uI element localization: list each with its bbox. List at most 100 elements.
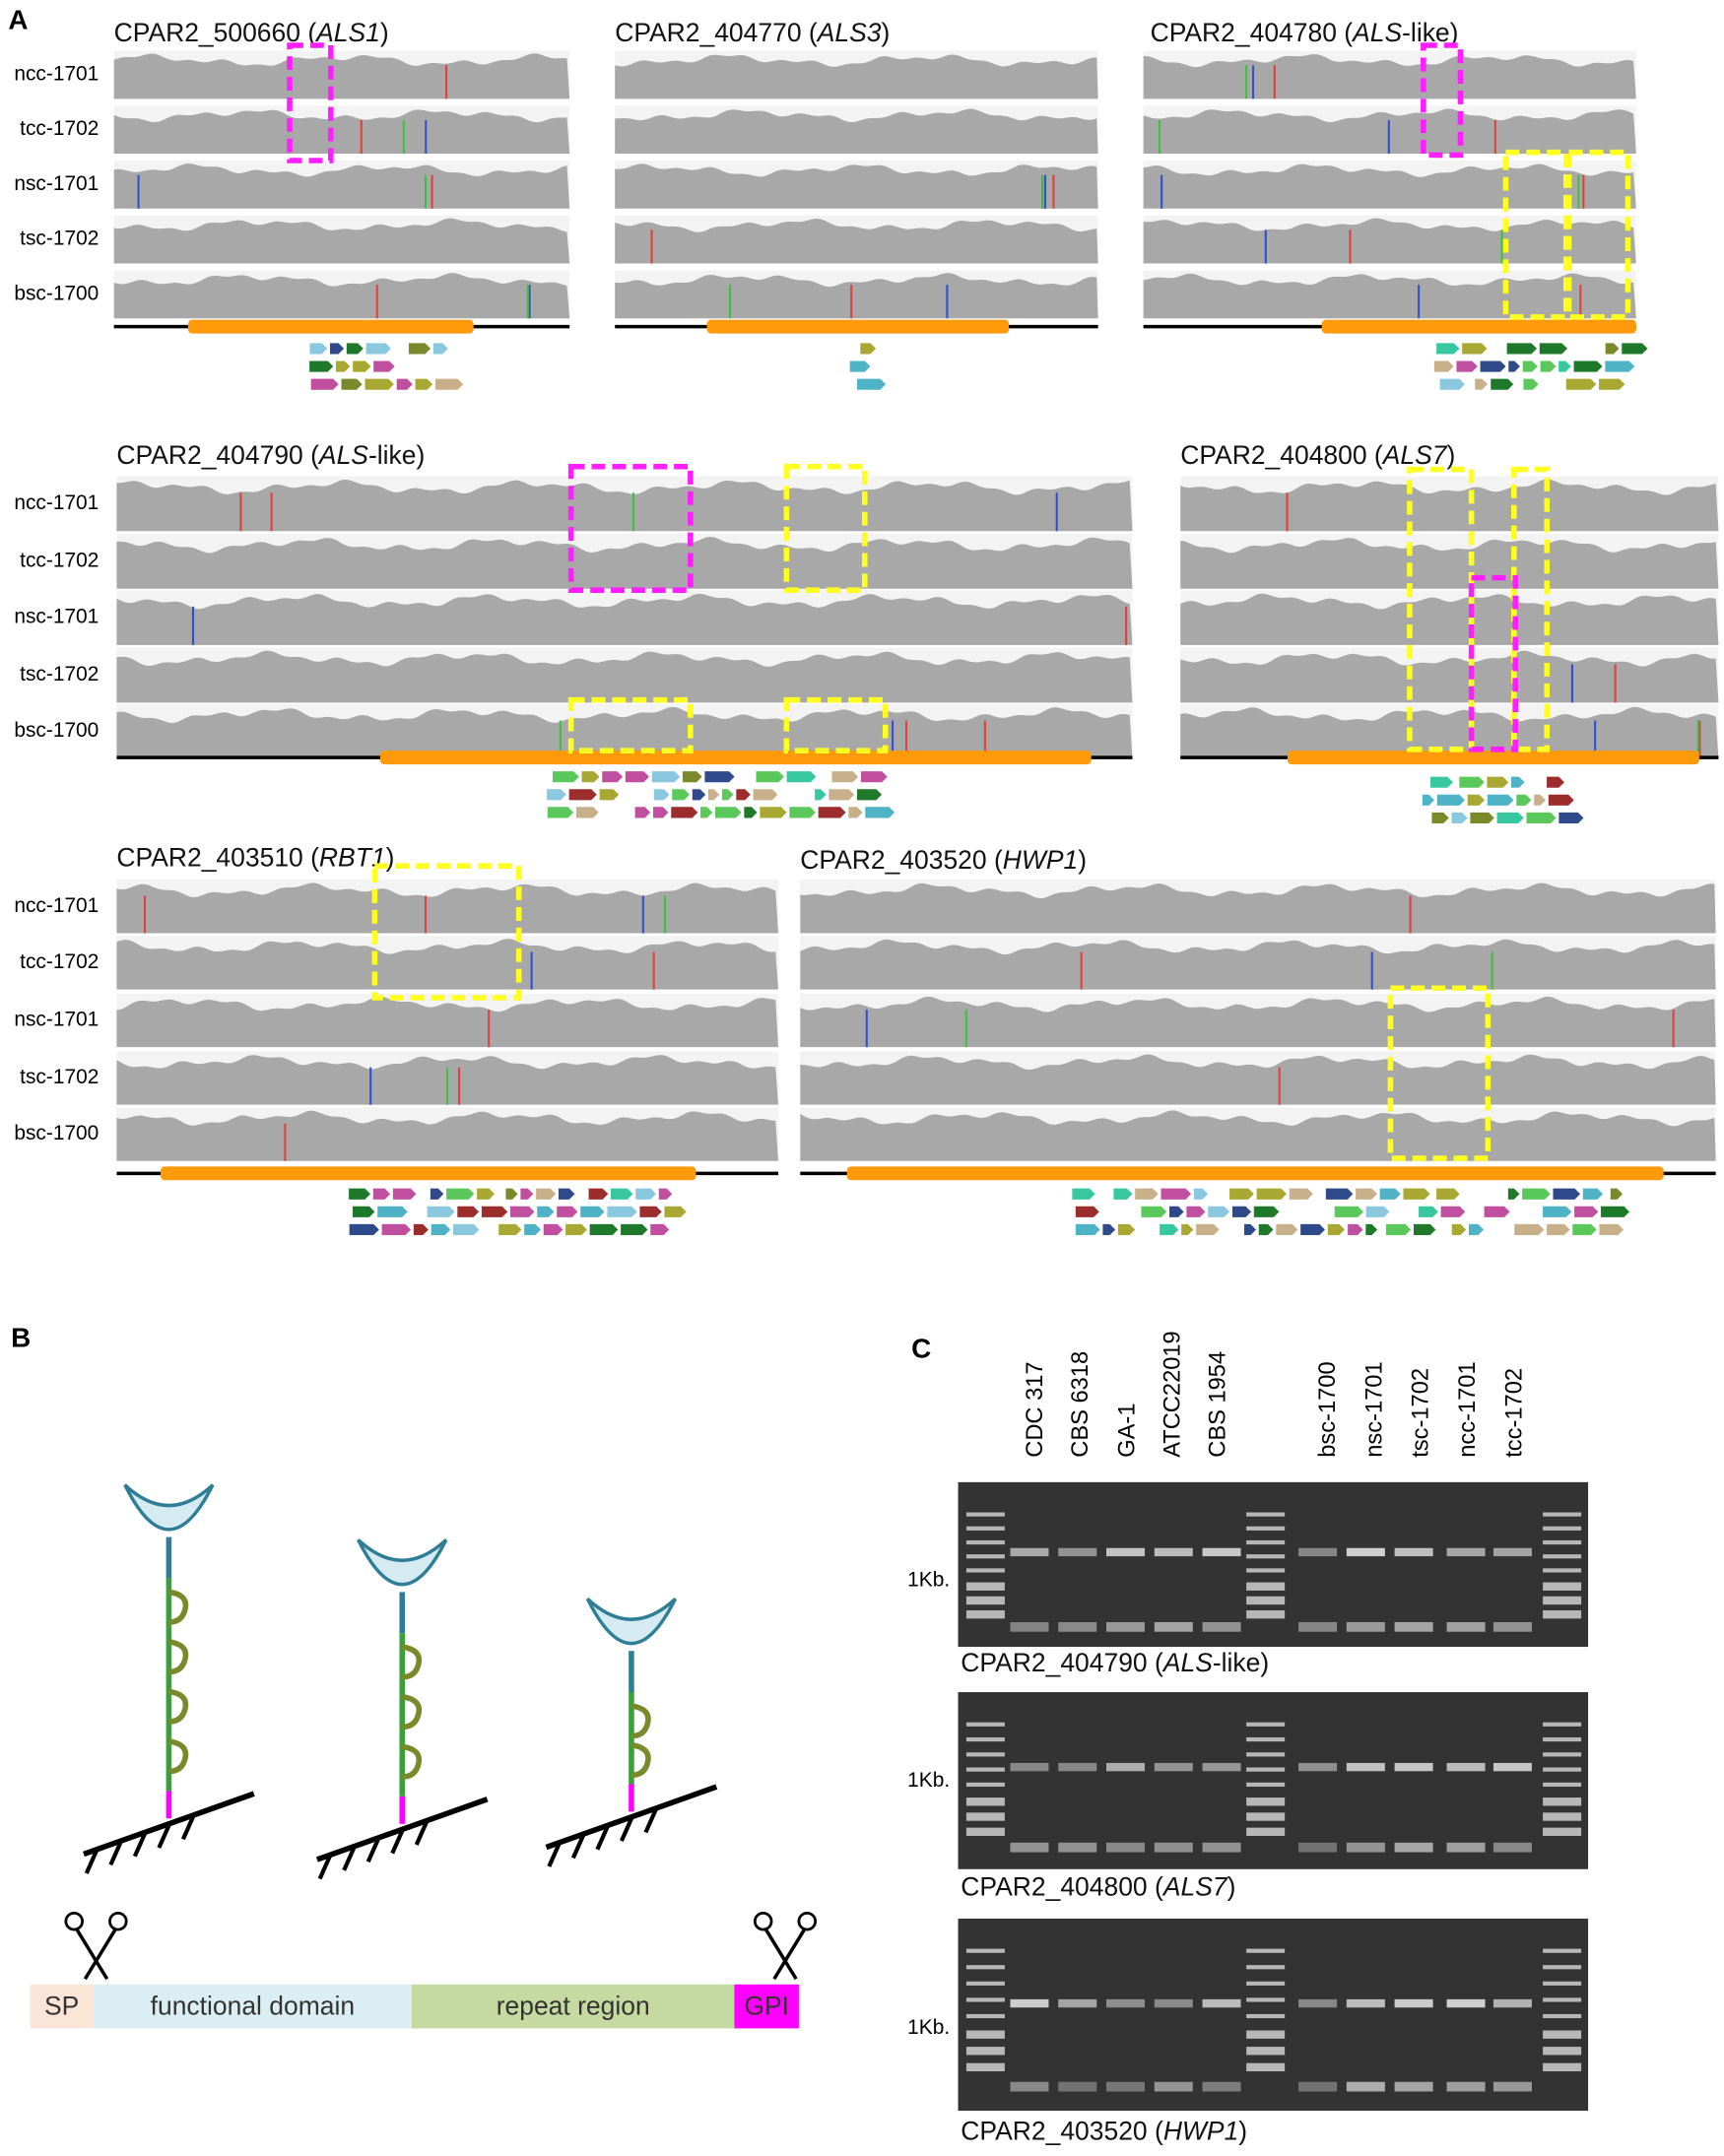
domain-glyph (1327, 1223, 1345, 1236)
ladder-band (965, 1797, 1005, 1806)
sample-label: tcc-1702 (20, 549, 99, 571)
ladder-band (1246, 1812, 1286, 1821)
gel-band (1298, 1762, 1338, 1772)
primer-band (1298, 2081, 1338, 2092)
gel-band (1010, 1762, 1049, 1772)
title-part: -like) (1213, 1648, 1269, 1677)
domain-glyph (381, 1223, 412, 1236)
primer-band (1154, 1621, 1193, 1632)
domain-glyph (753, 789, 778, 801)
domain-glyph (1075, 1206, 1099, 1217)
highlight-box (783, 463, 868, 593)
domain-glyph (634, 807, 651, 818)
lane-label: bsc-1700 (1315, 1361, 1341, 1457)
domain-glyph (1431, 812, 1449, 824)
domain-glyph (557, 1206, 578, 1217)
adhesin-head (123, 1483, 215, 1532)
domain-glyph (1547, 776, 1564, 788)
domain-glyph (671, 807, 698, 818)
domain-glyph (1160, 1188, 1192, 1200)
ladder-band (965, 1512, 1005, 1517)
domain-glyph (392, 1188, 417, 1200)
scissor-blade (83, 1928, 117, 1981)
domain-glyph (396, 378, 413, 390)
scissor-blade (75, 1928, 109, 1981)
gel-band (1492, 1547, 1532, 1557)
ladder-band (1543, 1554, 1582, 1559)
gel-band (1446, 1998, 1486, 2008)
ladder-band (1543, 2062, 1582, 2072)
primer-band (1058, 1842, 1097, 1853)
title-part: ) (380, 18, 389, 47)
scissor-handle (64, 1911, 84, 1931)
ladder-band (965, 1554, 1005, 1559)
ladder-band (1246, 1797, 1286, 1806)
gel-band (1106, 1762, 1146, 1772)
scissor-blade (772, 1928, 806, 1981)
ladder-band (1246, 1526, 1286, 1531)
domain-glyph (1572, 1223, 1597, 1236)
adhesin-head (585, 1598, 678, 1646)
domain-glyph (1451, 1223, 1467, 1236)
gel-band (1010, 1998, 1049, 2008)
coverage (800, 882, 1716, 934)
domain-glyph (1160, 1223, 1179, 1236)
coverage (113, 53, 570, 99)
ladder-band (965, 1812, 1005, 1821)
repeat-loop (167, 1688, 189, 1725)
domain-glyph (1522, 360, 1538, 372)
panel-label: C (911, 1333, 931, 1363)
sample-label: ncc-1701 (14, 491, 99, 514)
highlight-box (1407, 466, 1475, 752)
ladder-band (1246, 1609, 1286, 1619)
domain-glyph (1075, 1223, 1100, 1236)
title-part: ) (1447, 440, 1456, 470)
domain-glyph (1514, 1223, 1545, 1236)
track-title: CPAR2_404800 (ALS7) (1180, 440, 1455, 470)
domain-glyph (1508, 360, 1520, 372)
scissor-handle (797, 1911, 818, 1931)
gel (958, 1692, 1589, 1869)
repeat-loop (167, 1738, 189, 1775)
domain-glyph (431, 1223, 451, 1236)
domain-glyph (1507, 1188, 1520, 1200)
title-part: ) (1078, 845, 1087, 875)
scissor-handle (753, 1911, 773, 1931)
domain-glyph (736, 789, 751, 801)
membrane-tick (643, 1806, 659, 1834)
coverage (113, 273, 570, 319)
domain-glyph (1526, 812, 1557, 824)
domain-glyph (1475, 378, 1488, 390)
ladder-band (1246, 2030, 1286, 2039)
primer-band (1010, 1842, 1049, 1853)
ladder-band (965, 1736, 1005, 1742)
ladder-band (965, 2047, 1005, 2056)
ladder-band (1543, 1827, 1582, 1837)
gene-body (1321, 319, 1636, 334)
primer-band (1202, 2081, 1241, 2092)
size-marker: 1Kb. (907, 2016, 950, 2039)
domain-glyph (568, 789, 597, 801)
gel-band (1298, 1998, 1338, 2008)
domain-glyph (457, 1206, 480, 1217)
primer-band (1106, 2081, 1146, 2092)
primer-band (1058, 1621, 1097, 1632)
domain-glyph (1484, 1206, 1510, 1217)
domain-glyph (672, 789, 691, 801)
primer-band (1058, 2081, 1097, 2092)
gel-band (1446, 1762, 1486, 1772)
domain-glyph (510, 1206, 535, 1217)
domain-glyph (365, 378, 394, 390)
ladder-band (965, 1609, 1005, 1619)
membrane-tick (84, 1848, 99, 1874)
domain-glyph (1491, 378, 1514, 390)
domain-glyph (430, 1188, 444, 1200)
ladder-band (1246, 1965, 1286, 1970)
ladder-band (1543, 2030, 1582, 2039)
repeat-loop (401, 1644, 423, 1680)
domain-glyph (373, 360, 395, 372)
title-part: ) (1238, 2116, 1247, 2145)
ladder-band (1543, 1965, 1582, 1970)
membrane-tick (570, 1832, 586, 1860)
title-part: CPAR2_403520 ( (800, 845, 1003, 875)
